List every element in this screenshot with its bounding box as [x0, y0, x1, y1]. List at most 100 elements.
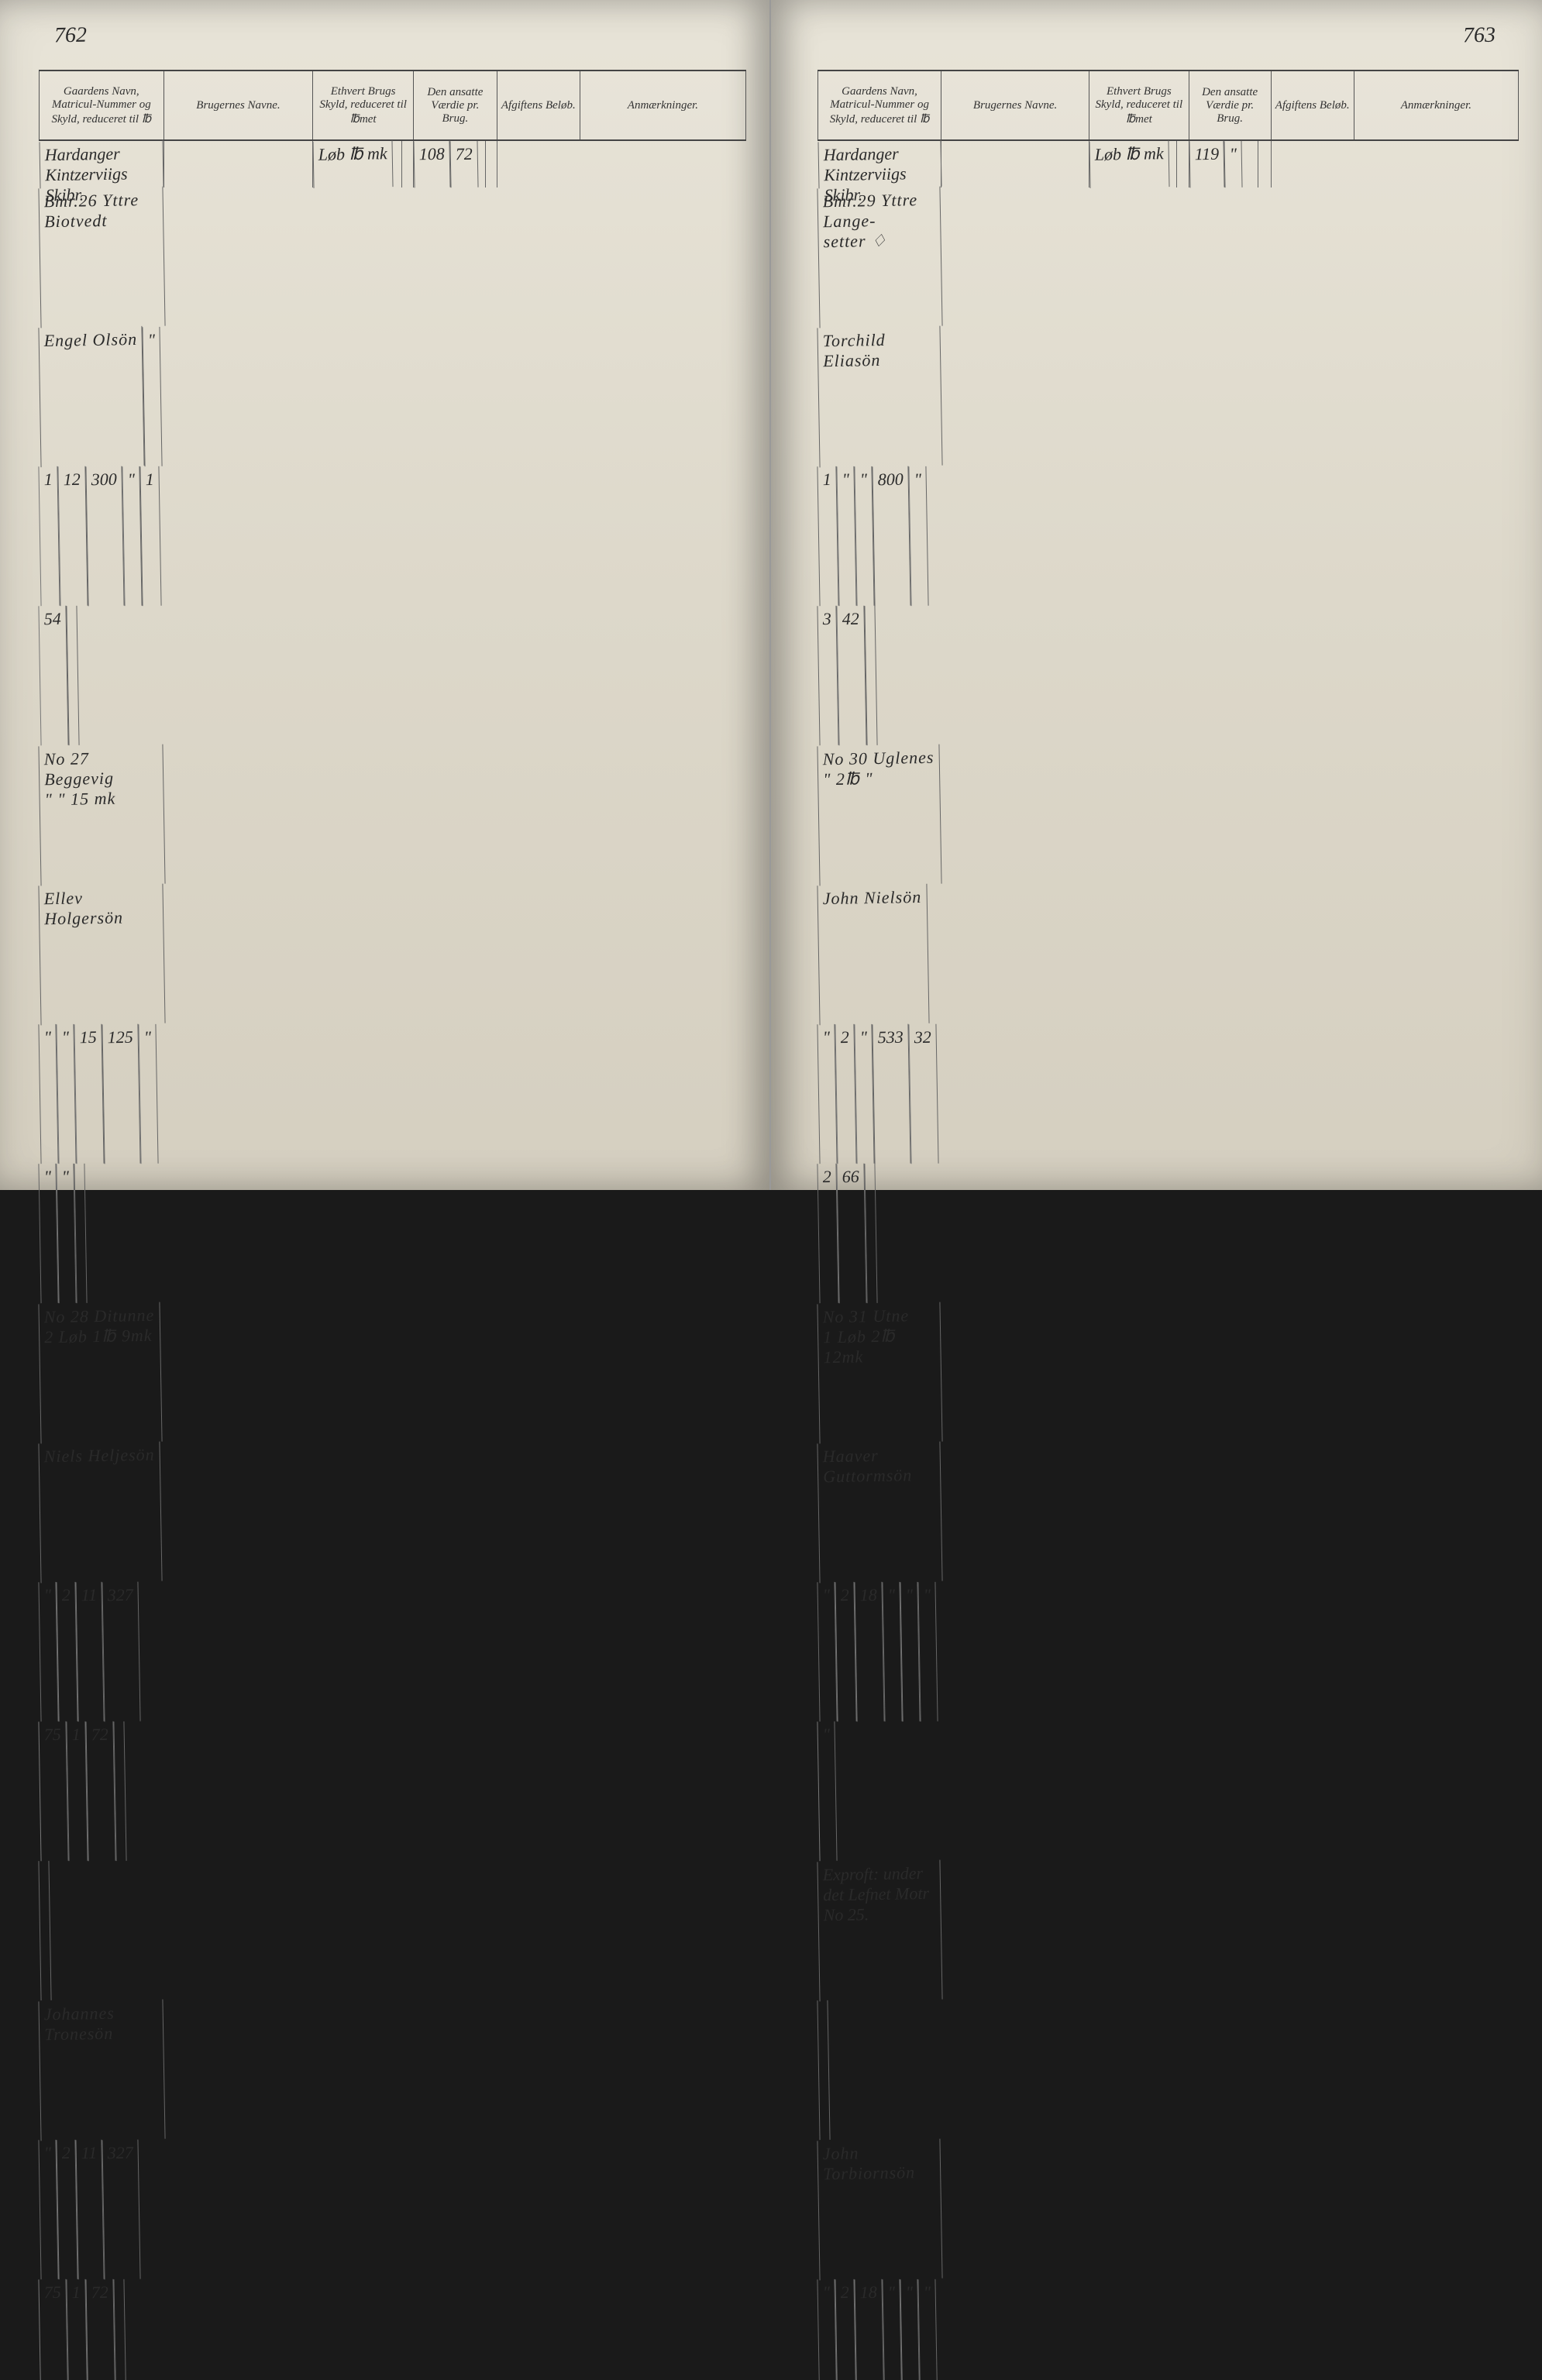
- cell-vaerdie-rd: 300: [85, 466, 124, 607]
- cell-skyld-pd: ": [836, 466, 856, 606]
- header-bruger: Brugernes Navne.: [163, 71, 313, 140]
- header-gaard-r: Gaardens Navn, Matricul-Nummer og Skyld,…: [818, 71, 941, 140]
- ledger-row: Johannes Tronesön"21132775172: [40, 1861, 746, 2380]
- header-anm-r: Anmærkninger.: [1354, 71, 1518, 140]
- cell-afgift-sk: 72: [85, 1721, 115, 1862]
- cell-skyld-lob: ": [817, 1582, 837, 1721]
- ledger-row: John Torbiornsön"218""""Ligeledes ført u…: [818, 2000, 1519, 2380]
- ledger-table-left: Gaardens Navn, Matricul-Nummer og Skyld,…: [39, 70, 746, 2380]
- cell-anm: [113, 1721, 126, 1861]
- page-number-right: 763: [1463, 23, 1496, 49]
- cell-afgift-rd: ": [38, 1164, 58, 1303]
- cell-anm: [74, 1164, 87, 1303]
- cell-skyld-mk: 11: [75, 2140, 105, 2280]
- cell-anm: Exproft: under det Lefnet Motr No 25.: [817, 1860, 942, 2002]
- cell-afgift-rd: 1: [66, 2279, 88, 2380]
- cell-gaard: No 31 Utne 1 Løb 2℔ 12mk: [817, 1302, 942, 1444]
- cell-skyld-mk: ": [854, 1024, 874, 1164]
- carry-location-r: Hardanger Kintzerviigs Skibr.: [817, 140, 941, 189]
- carry-skyld-r: Løb ℔ mk: [1089, 140, 1170, 188]
- cell-afgift-sk: ": [56, 1164, 76, 1303]
- cell-gaard: [817, 2000, 830, 2140]
- cell-skyld-pd: ": [56, 1024, 76, 1164]
- header-afgift-r: Afgiftens Beløb.: [1271, 71, 1354, 140]
- cell-skyld-pd: 2: [835, 1582, 856, 1721]
- left-page: 762 Gaardens Navn, Matricul-Nummer og Sk…: [0, 0, 771, 1190]
- header-vaerdie-r: Den ansatte Værdie pr. Brug.: [1189, 71, 1271, 140]
- cell-bruger: Johannes Tronesön: [38, 2000, 165, 2141]
- cell-skyld-mk: ": [854, 466, 874, 606]
- cell-bruger: Torchild Eliasön: [817, 326, 942, 468]
- cell-skyld-mk: 18: [854, 2279, 884, 2380]
- cell-afgift-sk: ": [817, 1721, 837, 1861]
- ledger-table-right: Gaardens Navn, Matricul-Nummer og Skyld,…: [817, 70, 1519, 2380]
- cell-vaerdie-sk: ": [900, 1582, 920, 1721]
- carry-amt2: 72: [449, 141, 478, 188]
- cell-afgift-rd: 1: [66, 1721, 88, 1861]
- carry-location: Hardanger Kintzerviigs Skibr.: [39, 140, 163, 189]
- cell-gaard: [38, 1861, 51, 2000]
- cell-skyld-lob: ": [142, 327, 162, 466]
- cell-afgift-rd: 3: [817, 606, 838, 745]
- cell-skyld-lob: ": [38, 1024, 58, 1164]
- cell-afgift-rd: ": [918, 1582, 938, 1721]
- cell-vaerdie-rd: 327: [102, 1582, 141, 1722]
- cell-vaerdie-rd: 327: [102, 2140, 141, 2280]
- cell-afgift-sk: 42: [836, 606, 866, 746]
- cell-gaard: Bmr.26 Yttre Biotvedt: [38, 187, 165, 328]
- cell-bruger: Haaver Guttormsön: [817, 1442, 942, 1584]
- carry-skyld: Løb ℔ mk: [313, 140, 394, 188]
- cell-skyld-lob: ": [38, 1582, 58, 1721]
- header-gaard: Gaardens Navn, Matricul-Nummer og Skyld,…: [40, 71, 164, 140]
- cell-vaerdie-sk: 75: [38, 1721, 68, 1862]
- cell-vaerdie-sk: 75: [38, 2279, 68, 2380]
- cell-skyld-mk: 18: [854, 1582, 884, 1722]
- cell-gaard: No 30 Uglenes " 2℔ ": [817, 745, 941, 886]
- cell-skyld-mk: 11: [75, 1582, 105, 1722]
- header-skyld: Ethvert Brugs Skyld, reduceret til ℔met: [313, 71, 414, 140]
- cell-anm: [864, 1164, 877, 1303]
- page-number-left: 762: [54, 23, 88, 49]
- ledger-row: No 30 Uglenes " 2℔ "John Nielsön"2"53332…: [818, 745, 1519, 1303]
- cell-gaard: Bmr.29 Yttre Lange- setter ♢: [817, 187, 942, 328]
- cell-bruger: John Nielsön: [817, 884, 929, 1025]
- carry-amt2-r: ": [1224, 141, 1242, 187]
- right-page: 763 Gaardens Navn, Matricul-Nummer og Sk…: [771, 0, 1542, 1190]
- cell-skyld-pd: 2: [56, 1582, 77, 1721]
- cell-afgift-rd: ": [918, 2279, 938, 2380]
- cell-vaerdie-rd: 533: [872, 1024, 910, 1164]
- cell-skyld-lob: 1: [817, 466, 838, 606]
- cell-skyld-pd: 2: [835, 2279, 856, 2380]
- ledger-row: No 28 Ditunne 2 Løb 1℔ 9mkNiels Heljesön…: [40, 1303, 746, 1861]
- cell-anm: [113, 2279, 126, 2380]
- ledger-row: No 31 Utne 1 Løb 2℔ 12mkHaaver Guttormsö…: [818, 1303, 1519, 2000]
- cell-bruger: John Torbiornsön: [817, 2139, 942, 2281]
- cell-anm: [864, 606, 877, 745]
- header-afgift: Afgiftens Beløb.: [497, 71, 580, 140]
- cell-vaerdie-rd: ": [882, 1582, 902, 1721]
- cell-skyld-lob: ": [817, 1024, 837, 1164]
- header-skyld-r: Ethvert Brugs Skyld, reduceret til ℔met: [1089, 71, 1189, 140]
- header-bruger-r: Brugernes Navne.: [941, 71, 1089, 140]
- cell-afgift-rd: 2: [817, 1164, 838, 1303]
- cell-afgift-sk: 54: [38, 606, 68, 746]
- cell-skyld-pd: 2: [835, 1024, 856, 1164]
- cell-vaerdie-rd: 800: [872, 466, 910, 607]
- cell-skyld-lob: ": [38, 2140, 58, 2279]
- cell-gaard: No 28 Ditunne 2 Løb 1℔ 9mk: [38, 1302, 162, 1444]
- cell-vaerdie-rd: 125: [102, 1024, 140, 1164]
- cell-vaerdie-sk: ": [122, 466, 142, 606]
- ledger-row: Bmr.29 Yttre Lange- setter ♢Torchild Eli…: [818, 187, 1519, 745]
- cell-vaerdie-rd: ": [882, 2279, 902, 2380]
- ledger-row: No 27 Beggevig " " 15 mkEllev Holgersön"…: [40, 745, 746, 1303]
- cell-vaerdie-sk: ": [908, 466, 928, 606]
- cell-skyld-pd: 1: [38, 466, 60, 606]
- carry-amt1: 108: [413, 141, 450, 188]
- cell-afgift-sk: 72: [85, 2279, 115, 2380]
- header-anm: Anmærkninger.: [580, 71, 745, 140]
- cell-anm: [66, 606, 79, 745]
- ledger-book: 762 Gaardens Navn, Matricul-Nummer og Sk…: [0, 0, 1542, 1190]
- cell-gaard: No 27 Beggevig " " 15 mk: [38, 745, 165, 886]
- cell-bruger: Niels Heljesön: [38, 1442, 162, 1584]
- cell-vaerdie-sk: 32: [908, 1024, 938, 1164]
